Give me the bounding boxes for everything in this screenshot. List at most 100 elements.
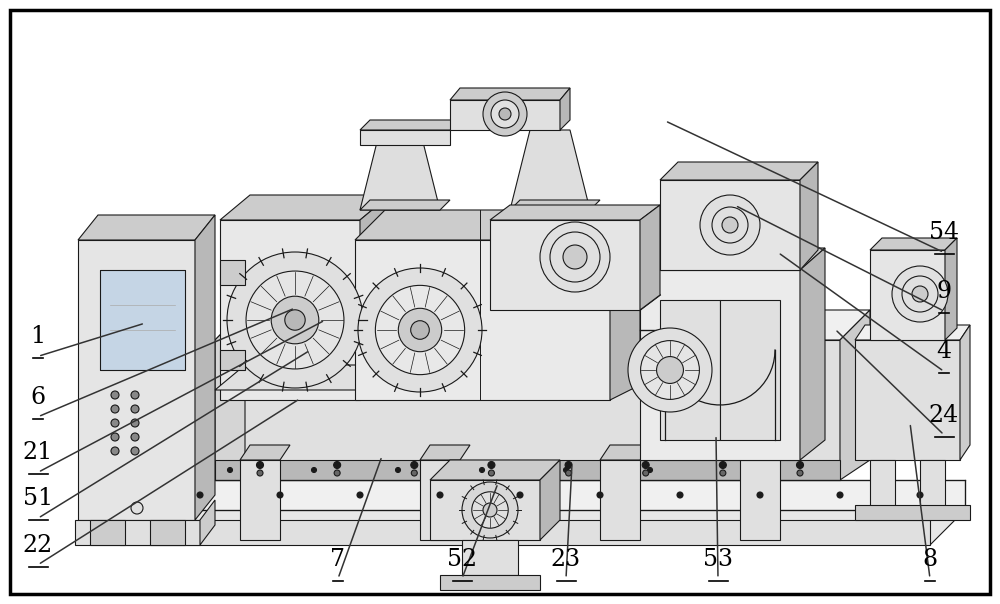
Polygon shape <box>150 520 185 545</box>
Polygon shape <box>840 310 870 480</box>
Circle shape <box>648 467 652 472</box>
Circle shape <box>757 492 763 498</box>
Polygon shape <box>215 365 395 390</box>
Polygon shape <box>215 310 870 340</box>
Polygon shape <box>200 500 215 545</box>
Polygon shape <box>720 300 780 440</box>
Polygon shape <box>420 460 460 540</box>
Circle shape <box>271 296 319 344</box>
Text: 22: 22 <box>23 534 53 557</box>
Polygon shape <box>600 460 640 540</box>
Polygon shape <box>510 200 600 210</box>
Text: 7: 7 <box>330 548 346 571</box>
Circle shape <box>131 502 143 514</box>
Circle shape <box>488 470 494 476</box>
Polygon shape <box>240 460 280 540</box>
Polygon shape <box>640 205 660 310</box>
Polygon shape <box>740 445 790 460</box>
Circle shape <box>334 470 340 476</box>
Text: 54: 54 <box>929 222 959 245</box>
Polygon shape <box>855 325 970 340</box>
Polygon shape <box>220 350 245 370</box>
Polygon shape <box>660 300 720 440</box>
Polygon shape <box>430 460 560 480</box>
Circle shape <box>131 447 139 455</box>
Circle shape <box>358 268 482 392</box>
Circle shape <box>111 405 119 413</box>
Circle shape <box>111 391 119 399</box>
Circle shape <box>517 492 523 498</box>
Circle shape <box>837 492 843 498</box>
Polygon shape <box>220 220 360 400</box>
Polygon shape <box>120 510 965 545</box>
Circle shape <box>720 470 726 476</box>
Polygon shape <box>220 260 245 285</box>
Polygon shape <box>75 520 200 545</box>
Text: 9: 9 <box>936 280 952 303</box>
Polygon shape <box>800 248 825 460</box>
Polygon shape <box>960 325 970 460</box>
Polygon shape <box>360 120 460 130</box>
Text: 6: 6 <box>30 386 46 409</box>
Circle shape <box>491 100 519 128</box>
Polygon shape <box>870 238 957 250</box>
Polygon shape <box>78 215 215 240</box>
Polygon shape <box>355 240 610 400</box>
Circle shape <box>483 503 497 517</box>
Circle shape <box>912 286 928 302</box>
Polygon shape <box>870 250 945 340</box>
Text: 52: 52 <box>447 548 477 571</box>
Circle shape <box>375 285 465 374</box>
Circle shape <box>641 341 699 399</box>
Text: 51: 51 <box>23 487 53 510</box>
Polygon shape <box>920 460 945 510</box>
Polygon shape <box>360 130 450 145</box>
Polygon shape <box>360 200 450 210</box>
Polygon shape <box>450 100 560 130</box>
Circle shape <box>357 492 363 498</box>
Circle shape <box>111 447 119 455</box>
Polygon shape <box>945 238 957 340</box>
Circle shape <box>550 232 600 282</box>
Polygon shape <box>660 180 800 270</box>
Circle shape <box>700 195 760 255</box>
Circle shape <box>411 321 429 339</box>
Circle shape <box>111 419 119 427</box>
Text: 23: 23 <box>551 548 581 571</box>
Polygon shape <box>800 162 818 270</box>
Circle shape <box>797 470 803 476</box>
Polygon shape <box>240 445 290 460</box>
Polygon shape <box>155 480 965 510</box>
Circle shape <box>131 419 139 427</box>
Circle shape <box>285 310 305 330</box>
Circle shape <box>657 356 683 384</box>
Polygon shape <box>600 445 650 460</box>
Polygon shape <box>490 205 660 220</box>
Circle shape <box>712 207 748 243</box>
Circle shape <box>131 391 139 399</box>
Circle shape <box>483 92 527 136</box>
Circle shape <box>565 461 572 469</box>
Polygon shape <box>90 520 125 545</box>
Polygon shape <box>220 195 390 220</box>
Polygon shape <box>640 248 825 270</box>
Circle shape <box>411 470 417 476</box>
Polygon shape <box>215 340 840 480</box>
Circle shape <box>246 271 344 369</box>
Circle shape <box>892 266 948 322</box>
Text: 1: 1 <box>30 326 46 349</box>
Circle shape <box>334 461 341 469</box>
Text: 24: 24 <box>929 404 959 427</box>
Polygon shape <box>78 240 195 520</box>
Circle shape <box>566 470 572 476</box>
Circle shape <box>540 222 610 292</box>
Circle shape <box>257 470 263 476</box>
Circle shape <box>312 467 316 472</box>
Circle shape <box>462 482 518 538</box>
Polygon shape <box>510 130 590 210</box>
Circle shape <box>722 217 738 233</box>
Circle shape <box>131 433 139 441</box>
Circle shape <box>411 461 418 469</box>
Circle shape <box>564 467 568 472</box>
Circle shape <box>902 276 938 312</box>
